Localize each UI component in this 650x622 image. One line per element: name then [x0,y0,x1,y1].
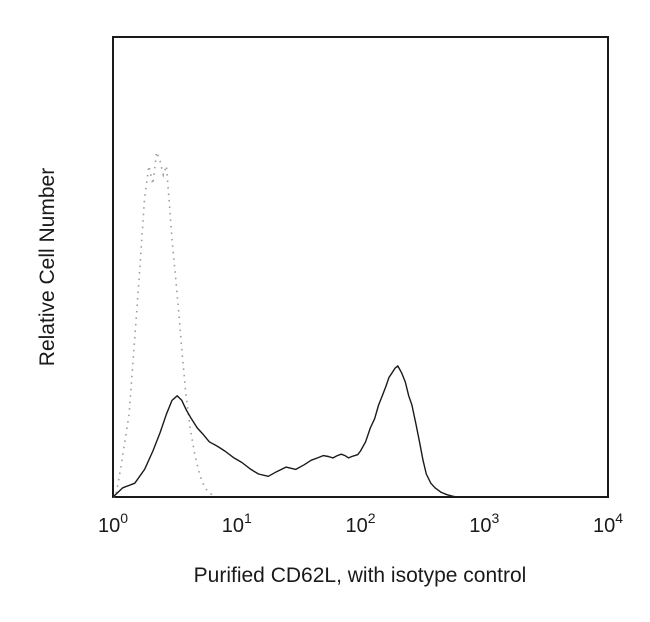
x-tick-exponent: 1 [244,510,252,526]
x-tick-label: 100 [98,510,128,537]
x-tick-base: 10 [469,515,491,537]
x-tick-exponent: 3 [492,510,500,526]
plot-frame [112,36,609,498]
cd62l-histogram [112,365,462,498]
x-tick-labels: 100 101 102 103 104 [98,510,623,537]
x-tick-exponent: 2 [368,510,376,526]
x-tick-base: 10 [345,515,367,537]
x-tick-label: 103 [469,510,499,537]
x-tick-base: 10 [593,515,615,537]
x-axis-label: Purified CD62L, with isotype control [194,564,527,587]
x-tick-exponent: 0 [120,510,128,526]
x-tick-label: 101 [222,510,252,537]
x-tick-base: 10 [222,515,244,537]
x-tick-base: 10 [98,515,120,537]
isotype-control-histogram [113,151,215,498]
series-layer [112,151,462,498]
x-tick-label: 102 [345,510,375,537]
x-tick-label: 104 [593,510,623,537]
y-axis-label: Relative Cell Number [36,168,59,366]
x-tick-exponent: 4 [615,510,623,526]
